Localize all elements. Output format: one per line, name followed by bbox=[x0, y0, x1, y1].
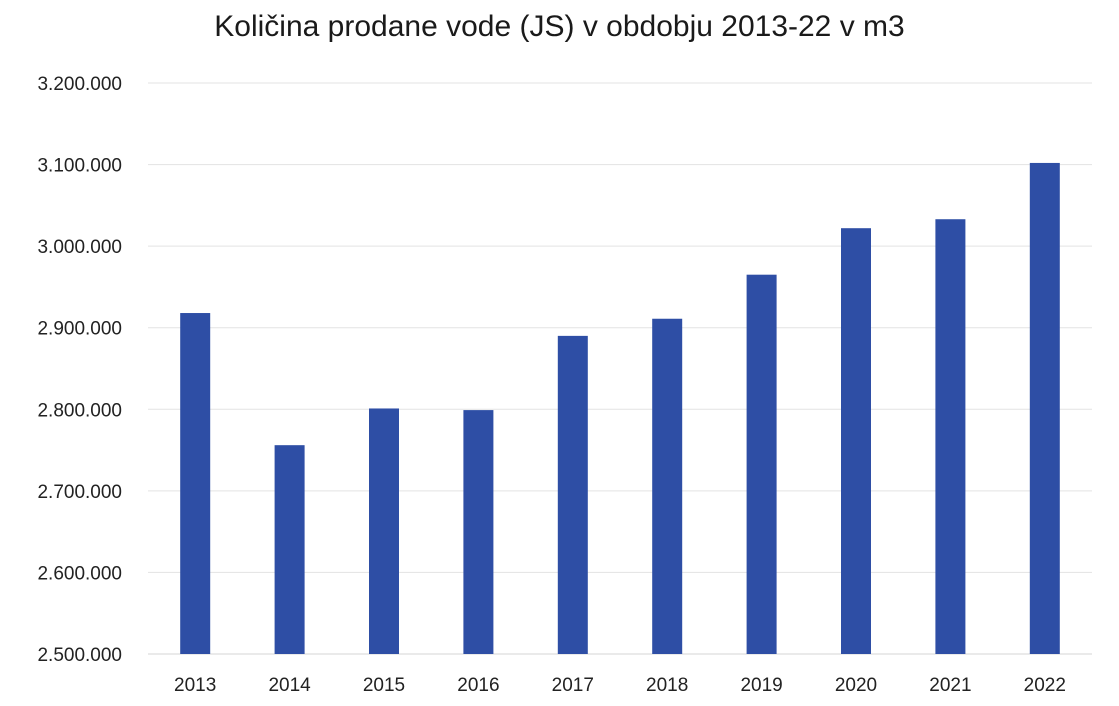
x-tick-label: 2014 bbox=[268, 675, 311, 696]
bar-2018 bbox=[652, 318, 683, 654]
y-tick-label: 2.900.000 bbox=[37, 319, 122, 340]
x-tick-label: 2022 bbox=[1024, 675, 1066, 696]
x-tick-label: 2021 bbox=[929, 675, 971, 696]
y-tick-label: 2.600.000 bbox=[37, 563, 122, 584]
bar-2022 bbox=[1029, 162, 1060, 654]
x-tick-label: 2016 bbox=[457, 675, 499, 696]
gridlines bbox=[148, 82, 1092, 655]
y-tick-label: 3.200.000 bbox=[37, 74, 122, 95]
bar-2020 bbox=[841, 228, 871, 654]
y-tick-label: 3.000.000 bbox=[37, 237, 122, 258]
y-tick-label: 3.100.000 bbox=[37, 156, 122, 177]
bar-2013 bbox=[180, 313, 211, 654]
x-tick-label: 2019 bbox=[740, 675, 782, 696]
bar-2016 bbox=[463, 410, 494, 654]
x-tick-label: 2018 bbox=[646, 675, 688, 696]
bars bbox=[180, 162, 1060, 654]
chart-title: Količina prodane vode (JS) v obdobju 201… bbox=[214, 10, 905, 43]
x-tick-label: 2020 bbox=[835, 675, 877, 696]
y-tick-label: 2.700.000 bbox=[37, 482, 122, 503]
bar-2017 bbox=[557, 335, 588, 654]
y-tick-label: 2.500.000 bbox=[37, 645, 122, 666]
x-tick-label: 2013 bbox=[174, 675, 216, 696]
bar-2021 bbox=[935, 219, 966, 654]
y-tick-label: 2.800.000 bbox=[37, 400, 122, 421]
x-axis-tick-labels: 2013 2014 2015 2016 2017 2018 2019 2020 2021 2022 bbox=[174, 675, 1066, 696]
bar-2015 bbox=[369, 408, 399, 654]
bar-2019 bbox=[746, 274, 777, 654]
y-axis-tick-labels: 2.500.000 2.600.000 2.700.000 2.800.000 2.90… bbox=[37, 74, 122, 666]
bar-2014 bbox=[274, 445, 305, 654]
x-tick-label: 2015 bbox=[363, 675, 405, 696]
x-tick-label: 2017 bbox=[552, 675, 594, 696]
